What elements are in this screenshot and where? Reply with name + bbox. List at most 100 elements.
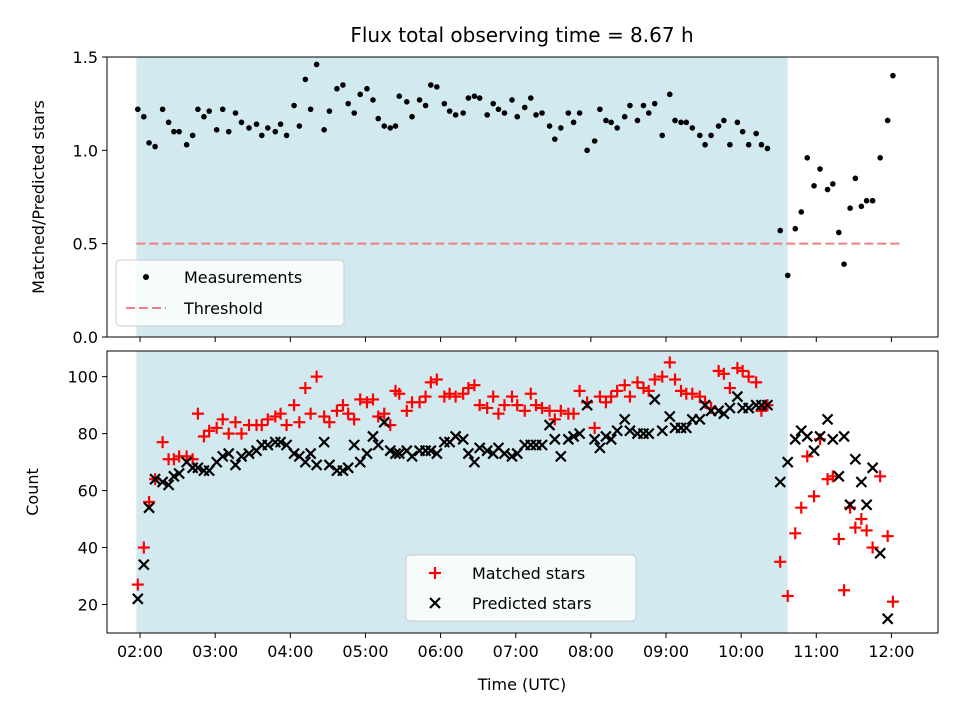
measurement-points — [135, 61, 896, 279]
predicted-star-point — [821, 413, 834, 426]
matched-star-point — [648, 373, 661, 386]
predicted-star-point — [663, 410, 676, 423]
measurement-point — [546, 123, 553, 129]
predicted-star-point — [731, 390, 744, 403]
predicted-star-point — [274, 436, 287, 448]
measurement-point — [836, 229, 842, 236]
predicted-star-point — [543, 419, 556, 431]
matched-star-point — [424, 376, 437, 389]
predicted-star-point — [348, 439, 360, 451]
predicted-star-point — [624, 424, 636, 437]
measurement-point — [804, 155, 811, 161]
measurement-point — [884, 117, 891, 124]
measurement-point — [634, 117, 641, 124]
measurement-point — [869, 197, 876, 204]
measurement-point — [152, 143, 158, 150]
measurement-point — [521, 104, 528, 111]
matched-star-point — [611, 384, 624, 397]
measurement-point — [533, 112, 539, 118]
measurement-point — [403, 99, 410, 105]
measurement-point — [146, 140, 152, 146]
measurement-point — [484, 112, 490, 118]
measurement-point — [841, 261, 847, 268]
predicted-star-point — [156, 476, 169, 488]
predicted-star-point — [844, 499, 856, 511]
predicted-star-point — [642, 427, 655, 440]
measurement-point — [584, 147, 590, 154]
matched-star-point — [881, 530, 894, 543]
measurement-point — [351, 110, 357, 116]
ratio-panel-ylabel: Matched/Predicted stars — [29, 100, 48, 294]
matched-star-point — [588, 421, 601, 434]
predicted-star-point — [874, 547, 886, 560]
measurement-point — [396, 93, 403, 99]
measurement-point — [213, 127, 220, 133]
matched-star-point — [543, 404, 556, 417]
measurement-point — [614, 125, 620, 131]
matched-star-point — [293, 416, 306, 429]
matched-star-point — [323, 416, 336, 429]
matched-star-point — [156, 436, 169, 449]
predicted-star-point — [555, 450, 567, 463]
measurement-point — [745, 141, 752, 148]
measurement-point — [739, 128, 746, 135]
predicted-star-point — [389, 447, 402, 460]
matched-star-point — [511, 399, 524, 412]
legend-predicted-label: Predicted stars — [472, 594, 592, 613]
matched-star-point — [808, 490, 821, 503]
predicted-star-point — [567, 430, 580, 443]
predicted-star-point — [425, 444, 437, 457]
predicted-star-point — [143, 501, 155, 514]
predicted-star-point — [457, 433, 469, 446]
matched-star-point — [505, 390, 518, 403]
matched-star-point — [736, 364, 749, 377]
predicted-star-point — [611, 424, 623, 437]
legend-threshold-label: Threshold — [183, 299, 263, 318]
measurement-point — [334, 85, 340, 92]
measurement-point — [283, 132, 290, 139]
matched-star-point — [874, 470, 887, 483]
measurement-point — [277, 121, 284, 127]
matched-star-point — [413, 396, 426, 409]
measurement-point — [863, 197, 870, 204]
measurement-point — [847, 205, 853, 211]
measurement-point — [552, 136, 558, 142]
matched-star-point — [855, 513, 868, 526]
matched-star-point — [419, 390, 432, 403]
ratio-panel-frame — [106, 56, 939, 338]
ratio-ytick-label: 0.5 — [73, 235, 98, 254]
measurement-point — [141, 113, 147, 120]
measurement-point — [798, 209, 805, 215]
predicted-star-point — [299, 456, 312, 468]
measurement-point — [225, 128, 232, 135]
measurement-point — [313, 61, 320, 68]
measurement-point — [858, 203, 865, 210]
measurement-point — [434, 84, 440, 90]
matched-star-point — [310, 370, 323, 383]
measurement-point — [392, 123, 399, 129]
measurement-point — [495, 106, 502, 113]
measurement-point — [307, 106, 314, 113]
matched-star-point — [536, 401, 549, 414]
predicted-star-point — [498, 447, 511, 460]
matched-star-point — [492, 407, 505, 420]
matched-star-point — [593, 390, 606, 403]
measurement-point — [715, 123, 722, 129]
matched-star-point — [330, 404, 343, 417]
predicted-star-point — [481, 444, 493, 457]
predicted-star-point — [243, 447, 255, 460]
count-xtick-label: 08:00 — [568, 642, 614, 661]
predicted-star-point — [761, 399, 774, 411]
predicted-star-point — [222, 447, 235, 460]
legend-predicted-marker — [429, 597, 441, 609]
matched-star-point — [712, 364, 725, 377]
measurement-point — [272, 128, 279, 135]
measurement-point — [570, 119, 577, 126]
measurement-point — [428, 82, 434, 88]
matched-star-point — [443, 387, 456, 400]
predicted-star-point — [801, 430, 814, 443]
predicted-star-point — [473, 442, 486, 454]
predicted-star-point — [449, 430, 462, 443]
matched-star-point — [618, 379, 631, 392]
matched-star-point — [642, 384, 655, 397]
